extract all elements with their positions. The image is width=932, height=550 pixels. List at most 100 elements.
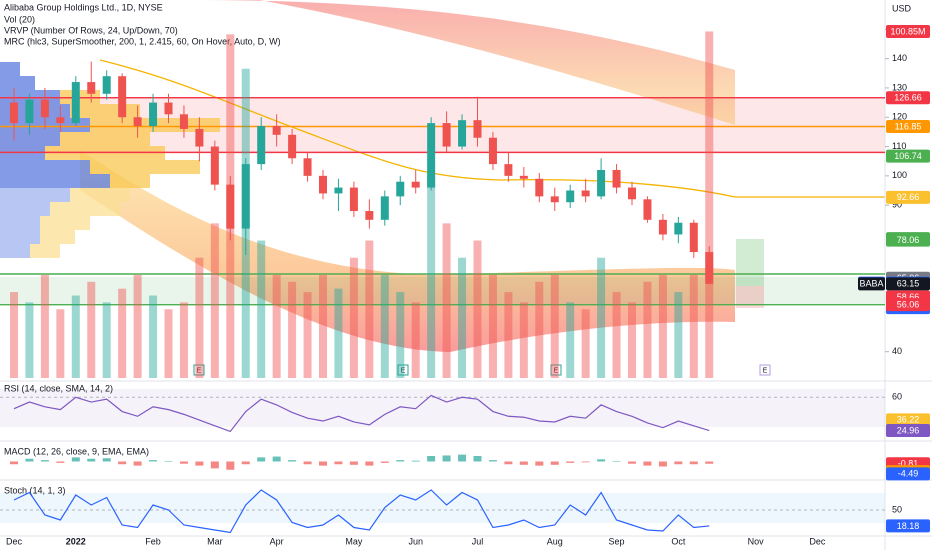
macd-hist — [40, 460, 49, 462]
price-tag-name: BABA — [859, 279, 883, 289]
volume-bar — [658, 274, 667, 378]
candle-body — [473, 120, 482, 138]
candle-body — [458, 120, 467, 147]
volume-bar — [40, 274, 49, 378]
volume-bar — [504, 292, 513, 378]
candle-body — [550, 196, 559, 203]
x-tick-label: Oct — [671, 536, 686, 546]
x-tick-label: Apr — [270, 536, 284, 546]
volume-bar — [10, 292, 18, 378]
macd-hist — [210, 461, 219, 469]
macd-hist — [118, 461, 127, 465]
macd-hist — [581, 461, 590, 463]
candle-body — [427, 123, 436, 188]
candle-body — [380, 196, 389, 220]
candle-body — [319, 175, 327, 194]
volume-tag-bg — [886, 24, 930, 38]
macd-hist — [597, 459, 606, 462]
macd-hist — [349, 461, 358, 465]
mrc-upper-band — [190, 0, 735, 125]
macd-hist — [442, 455, 451, 462]
price-tag-name-bg — [858, 277, 885, 291]
price-tag-bg — [886, 149, 930, 163]
demand-zone — [0, 277, 885, 303]
x-tick-label: Mar — [207, 536, 223, 546]
price-tag-bg — [886, 190, 930, 204]
macd-hist — [25, 458, 34, 462]
macd-hist — [257, 457, 266, 462]
volume-bar — [319, 274, 327, 378]
price-tag: 18.18 — [897, 521, 920, 531]
candle-body — [643, 199, 652, 220]
volume-bar — [380, 274, 389, 378]
macd-hist — [628, 461, 636, 464]
candle-body — [118, 76, 127, 118]
macd-hist — [689, 461, 698, 465]
candle-body — [566, 190, 575, 203]
indicator-legend: MRC (hlc3, SuperSmoother, 200, 1, 2.415,… — [4, 36, 281, 46]
macd-hist — [164, 460, 173, 462]
candle-body — [488, 137, 497, 165]
price-tag: 106.74 — [894, 151, 922, 161]
currency: USD — [892, 3, 912, 13]
volume-bar — [365, 240, 374, 378]
macd-hist — [658, 461, 667, 467]
price-tag: 56.06 — [897, 299, 920, 309]
mrc-lower-band — [80, 150, 735, 352]
volume-tag: 100.85M — [890, 26, 925, 36]
volume-bar — [303, 292, 312, 378]
volume-bar — [195, 257, 204, 378]
candle-body — [519, 175, 528, 179]
candle-body — [10, 102, 18, 124]
volume-bar — [272, 274, 281, 378]
candle-body — [689, 222, 698, 253]
candle-body — [396, 181, 405, 197]
macd-hist — [56, 461, 65, 463]
y-tick-label: 60 — [892, 392, 902, 402]
macd-hist — [288, 460, 297, 462]
volume-bar — [581, 309, 590, 378]
earnings-label: E — [763, 367, 768, 374]
macd-hist — [149, 460, 158, 462]
earnings-label: E — [401, 367, 406, 374]
macd-hist — [87, 458, 96, 462]
y-tick-label: 40 — [892, 346, 902, 356]
y-tick-label: 50 — [892, 504, 902, 514]
macd-hist — [535, 461, 544, 466]
price-tag-bg — [886, 277, 930, 291]
candle-body — [179, 114, 188, 129]
macd-title: MACD (12, 26, close, 9, EMA, EMA) — [4, 446, 149, 456]
volume-bar — [164, 309, 173, 378]
price-tag: 92.66 — [897, 192, 920, 202]
macd-hist — [226, 461, 235, 470]
candle-body — [25, 99, 34, 124]
candle-body — [628, 187, 636, 200]
macd-hist — [519, 461, 528, 465]
price-tag: 126.66 — [894, 93, 922, 103]
volume-bar — [257, 240, 266, 378]
candle-body — [581, 190, 590, 197]
volume-bar — [705, 31, 714, 379]
candle-body — [674, 222, 683, 235]
price-tag: -4.49 — [898, 469, 919, 479]
chart-title: Alibaba Group Holdings Ltd., 1D, NYSE — [4, 2, 163, 12]
candle-body — [349, 187, 358, 212]
volume-bar — [488, 274, 497, 378]
candle-body — [334, 187, 343, 194]
price-tag-bg — [886, 413, 930, 427]
candle-body — [535, 178, 544, 197]
rsi-title: RSI (14, close, SMA, 14, 2) — [4, 383, 113, 393]
volume-bar — [349, 257, 358, 378]
candle-body — [442, 123, 451, 147]
price-tag: 36.22 — [897, 415, 920, 425]
macd-hist — [303, 461, 312, 465]
x-tick-label: Sep — [609, 536, 625, 546]
volume-bar — [689, 274, 698, 378]
macd-hist — [473, 456, 482, 462]
stoch-band — [0, 493, 885, 523]
indicator-legend: Vol (20) — [4, 14, 35, 24]
macd-hist — [674, 461, 683, 465]
x-tick-label: Nov — [748, 536, 765, 546]
y-tick-label: 140 — [892, 53, 907, 63]
